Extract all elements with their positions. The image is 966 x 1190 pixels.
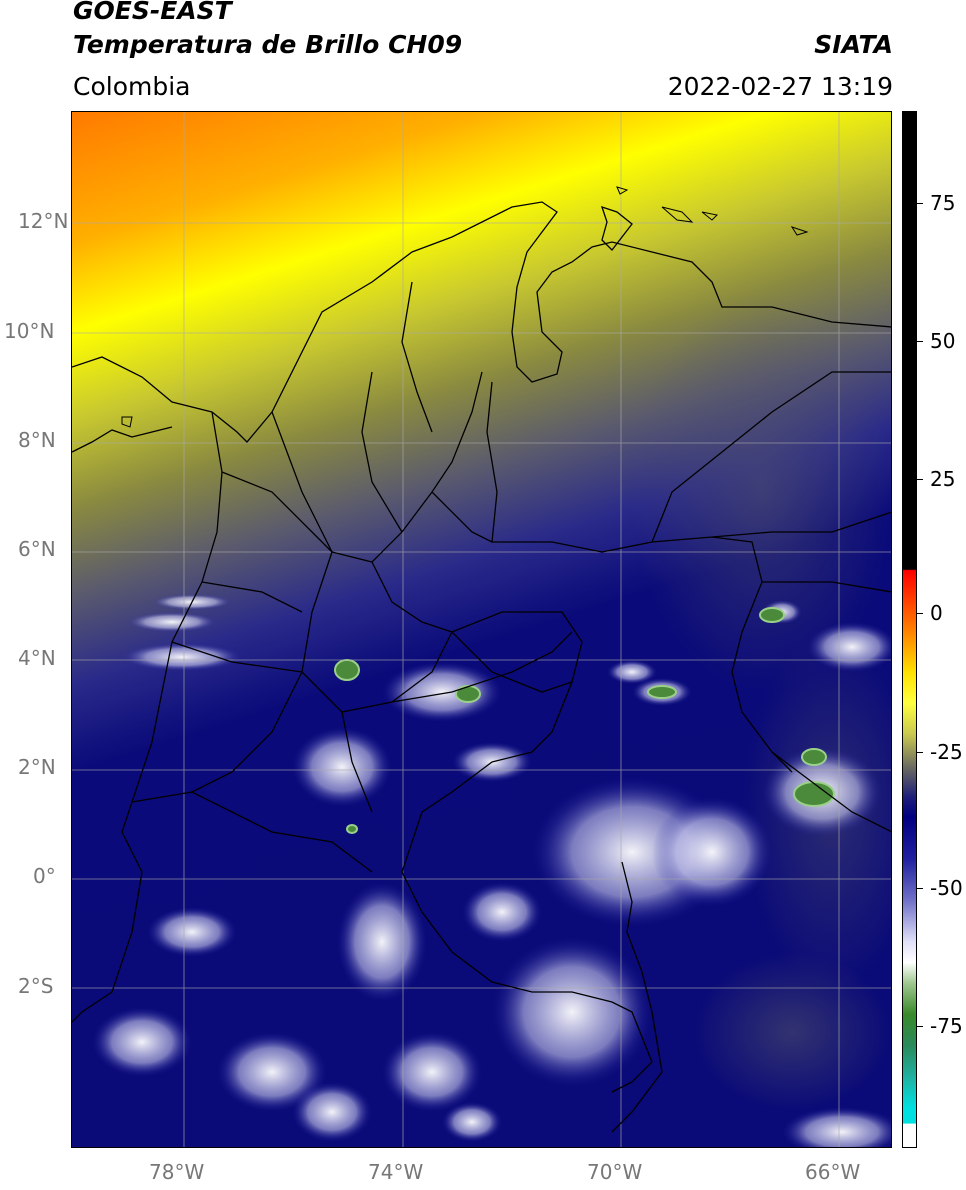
gray-region-southeast <box>692 952 891 1112</box>
colorbar-label-0: 0 <box>930 601 943 625</box>
cold-cloud-tops <box>334 607 835 834</box>
colorbar-tick <box>917 888 923 889</box>
coastline-and-borders <box>72 201 891 1133</box>
colorbar-label-minus25: -25 <box>930 740 963 764</box>
lat-label-10n: 10°N <box>4 319 55 343</box>
colorbar-label-75: 75 <box>930 191 956 215</box>
organization-label: SIATA <box>814 30 893 59</box>
colorbar-tick <box>917 203 923 204</box>
lat-label-4n: 4°N <box>18 646 56 670</box>
product-title: Temperatura de Brillo CH09 <box>73 30 463 59</box>
colorbar-tick <box>917 479 923 480</box>
datetime-label: 2022-02-27 13:19 <box>667 72 893 101</box>
lat-label-0: 0° <box>33 864 56 888</box>
colorbar <box>902 111 917 1148</box>
lat-label-12n: 12°N <box>18 209 69 233</box>
colorbar-label-minus75: -75 <box>930 1014 963 1038</box>
lon-label-66w: 66°W <box>805 1160 861 1184</box>
satellite-map <box>71 111 892 1148</box>
colorbar-tick <box>917 613 923 614</box>
lat-label-2s: 2°S <box>18 974 54 998</box>
colorbar-gradient <box>903 112 916 1147</box>
map-image <box>72 112 891 1147</box>
colorbar-tick <box>917 341 923 342</box>
lat-label-2n: 2°N <box>18 755 56 779</box>
lat-label-8n: 8°N <box>18 428 56 452</box>
region-label: Colombia <box>73 72 191 101</box>
graticule <box>72 112 891 1147</box>
colorbar-tick <box>917 752 923 753</box>
lon-label-74w: 74°W <box>368 1160 424 1184</box>
lat-label-6n: 6°N <box>18 537 56 561</box>
satellite-title: GOES-EAST <box>73 0 232 25</box>
islands <box>121 186 809 428</box>
colorbar-label-50: 50 <box>930 329 956 353</box>
lon-label-70w: 70°W <box>587 1160 643 1184</box>
colorbar-label-25: 25 <box>930 467 956 491</box>
colorbar-label-minus50: -50 <box>930 876 963 900</box>
colorbar-tick <box>917 1026 923 1027</box>
lon-label-78w: 78°W <box>149 1160 205 1184</box>
